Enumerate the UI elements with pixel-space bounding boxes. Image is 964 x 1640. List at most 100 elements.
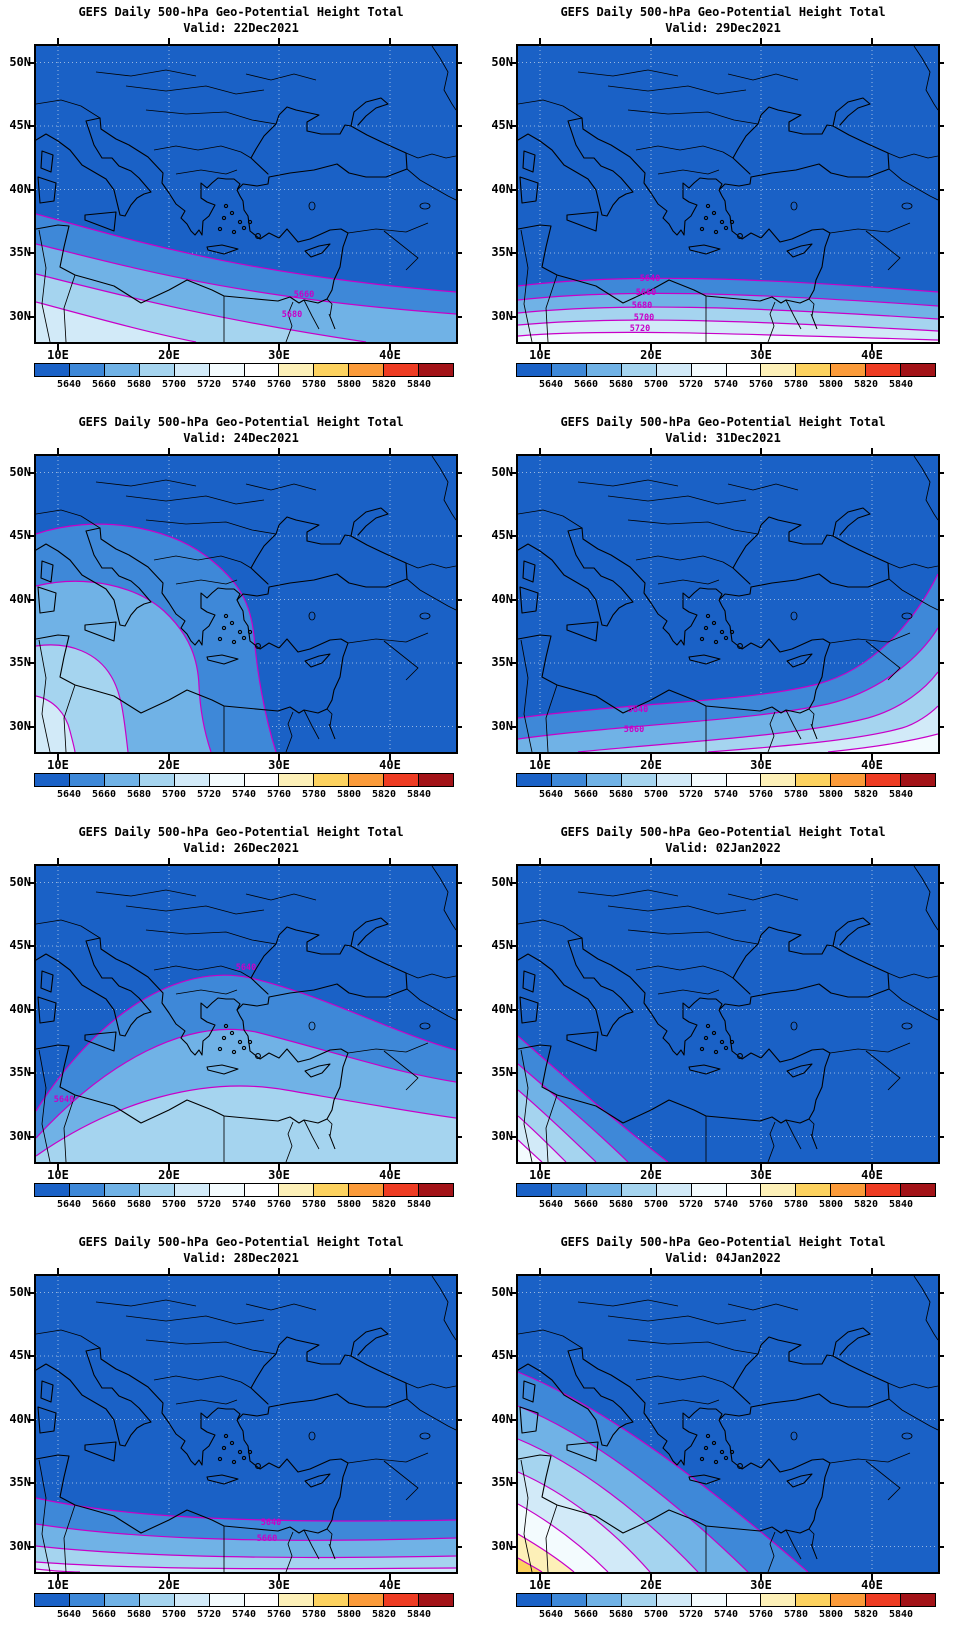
- map-canvas: [518, 866, 938, 1162]
- lat-tick-label: 40N: [491, 591, 513, 606]
- axis-tick: [871, 754, 873, 760]
- colorbar-segment: [691, 1184, 727, 1196]
- colorbar-segment: [244, 364, 280, 376]
- colorbar: [34, 363, 454, 377]
- map-frame: [34, 454, 458, 754]
- lon-tick-label: 40E: [861, 758, 883, 772]
- axis-tick: [28, 725, 34, 728]
- lat-tick-label: 35N: [491, 1475, 513, 1489]
- colorbar-segment: [174, 1594, 210, 1606]
- axis-tick: [28, 471, 34, 474]
- colorbar-segment: [726, 364, 762, 376]
- colorbar-segment: [726, 1184, 762, 1196]
- map-frame: 5640 5660 5680 5700 5720: [516, 44, 940, 344]
- axis-tick: [938, 1418, 944, 1421]
- panel-title: GEFS Daily 500-hPa Geo-Potential Height …: [560, 415, 886, 429]
- axis-tick: [456, 1008, 462, 1011]
- map-canvas: 5640 5660: [36, 1276, 456, 1572]
- axis-tick: [57, 858, 59, 864]
- colorbar-tick-label: 5720: [678, 789, 704, 800]
- axis-tick: [168, 448, 170, 454]
- panel-title: GEFS Daily 500-hPa Geo-Potential Height …: [560, 825, 886, 839]
- contour-label: 5680: [282, 310, 302, 320]
- colorbar-tick-label: 5660: [573, 379, 599, 390]
- axis-tick: [28, 252, 34, 254]
- panel-valid-date: Valid: 26Dec2021: [183, 841, 299, 855]
- colorbar-tick-label: 5760: [748, 379, 774, 390]
- lat-tick-label: 30N: [491, 1538, 513, 1553]
- lon-tick-label: 30E: [268, 348, 290, 362]
- lat-tick-label: 50N: [491, 874, 513, 889]
- colorbar-segment: [139, 364, 175, 376]
- colorbar-segment: [384, 364, 420, 376]
- colorbar-tick-label: 5640: [538, 379, 564, 390]
- colorbar-segment: [209, 774, 245, 786]
- axis-tick: [760, 858, 762, 864]
- axis-tick: [539, 1164, 541, 1170]
- colorbar-segment: [691, 1594, 727, 1606]
- lon-tick-label: 10E: [529, 348, 551, 362]
- colorbar-segment: [419, 774, 454, 786]
- axis-tick: [938, 598, 944, 601]
- axis-tick: [168, 1164, 170, 1170]
- colorbar-tick-label: 5680: [608, 789, 634, 800]
- colorbar-segment: [656, 774, 692, 786]
- colorbar-segment: [796, 1184, 832, 1196]
- colorbar-segment: [314, 774, 350, 786]
- axis-tick: [389, 448, 391, 454]
- lon-tick-label: 30E: [268, 1168, 290, 1182]
- forecast-panel: GEFS Daily 500-hPa Geo-Potential Height …: [0, 820, 482, 1230]
- panel-valid-date: Valid: 24Dec2021: [183, 431, 299, 445]
- lat-tick-label: 45N: [9, 118, 31, 132]
- colorbar-tick-label: 5800: [336, 1609, 362, 1620]
- axis-tick: [28, 315, 34, 318]
- map-canvas: [518, 1276, 938, 1572]
- colorbar-tick-label: 5660: [91, 789, 117, 800]
- axis-tick: [510, 725, 516, 728]
- lat-tick-label: 30N: [491, 1128, 513, 1143]
- axis-tick: [278, 754, 280, 760]
- colorbar-tick-label: 5760: [266, 1609, 292, 1620]
- forecast-panel: GEFS Daily 500-hPa Geo-Potential Height …: [0, 410, 482, 820]
- colorbar-tick-label: 5840: [406, 1609, 432, 1620]
- axis-tick: [456, 881, 462, 884]
- colorbar-segment: [384, 1184, 420, 1196]
- colorbar-segment: [279, 364, 315, 376]
- axis-tick: [456, 315, 462, 318]
- colorbar-tick-label: 5840: [888, 1199, 914, 1210]
- axis-tick: [938, 471, 944, 474]
- contour-label: 5640: [236, 963, 256, 973]
- colorbar-segment: [314, 1184, 350, 1196]
- axis-tick: [510, 1482, 516, 1484]
- contour-label: 5660: [294, 290, 314, 300]
- axis-tick: [938, 881, 944, 884]
- colorbar-segment: [517, 774, 552, 786]
- colorbar-tick-label: 5740: [231, 379, 257, 390]
- colorbar-tick-label: 5780: [301, 1609, 327, 1620]
- axis-tick: [28, 598, 34, 601]
- colorbar-segment: [656, 364, 692, 376]
- lon-tick-label: 30E: [750, 348, 772, 362]
- axis-tick: [456, 725, 462, 728]
- colorbar: [34, 1183, 454, 1197]
- forecast-panel: GEFS Daily 500-hPa Geo-Potential Height …: [482, 820, 964, 1230]
- colorbar-tick-label: 5840: [406, 379, 432, 390]
- lat-tick-label: 45N: [491, 938, 513, 952]
- colorbar-segment: [139, 1594, 175, 1606]
- colorbar-segment: [35, 364, 70, 376]
- colorbar-segment: [866, 364, 902, 376]
- axis-tick: [389, 38, 391, 44]
- colorbar-tick-label: 5800: [336, 379, 362, 390]
- colorbar-tick-label: 5700: [643, 1199, 669, 1210]
- axis-tick: [168, 1574, 170, 1580]
- axis-tick: [278, 448, 280, 454]
- lon-tick-label: 40E: [379, 758, 401, 772]
- forecast-panel: GEFS Daily 500-hPa Geo-Potential Height …: [0, 1230, 482, 1640]
- colorbar-tick-label: 5760: [266, 1199, 292, 1210]
- colorbar-tick-label: 5840: [888, 379, 914, 390]
- colorbar-segment: [551, 364, 587, 376]
- lat-tick-label: 45N: [491, 1348, 513, 1362]
- colorbar-tick-label: 5700: [643, 379, 669, 390]
- lon-tick-label: 10E: [529, 1168, 551, 1182]
- colorbar-tick-label: 5640: [56, 1199, 82, 1210]
